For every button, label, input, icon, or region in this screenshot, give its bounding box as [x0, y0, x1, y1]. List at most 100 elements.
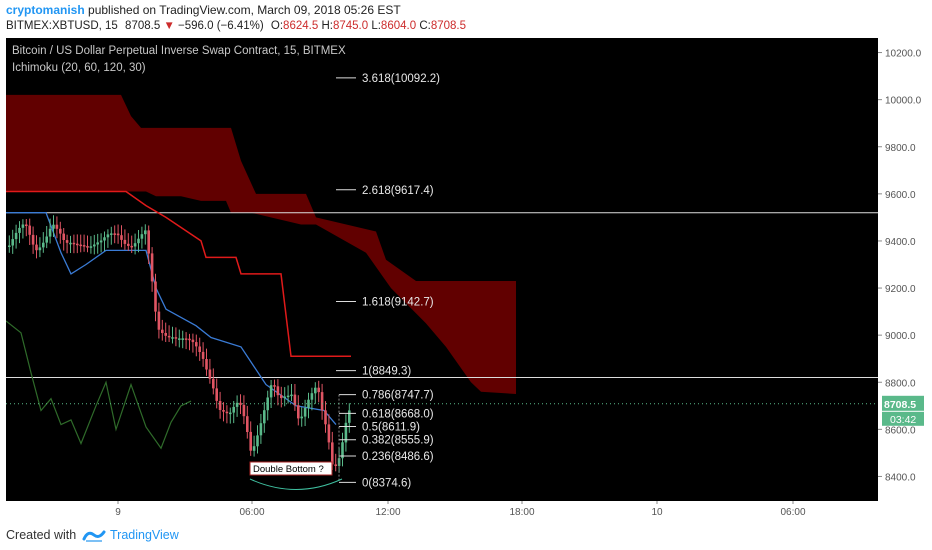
fib-level-label: 2.618(9617.4) [362, 185, 434, 197]
fib-level-label: 0.618(8668.0) [362, 408, 434, 420]
candle [334, 464, 337, 466]
candle [290, 394, 293, 397]
horizontal-lines [6, 212, 878, 379]
candle [184, 338, 188, 340]
candle [62, 233, 65, 240]
candle [82, 245, 86, 247]
candle [314, 387, 317, 394]
candle [317, 387, 320, 393]
candle [276, 386, 280, 396]
chart-panel[interactable]: 3.618(10092.2) 2.618(9617.4) 1.618(9142.7)… [5, 38, 926, 520]
time-tick-label: 06:00 [239, 507, 264, 518]
indicator-legend[interactable]: Ichimoku (20, 60, 120, 30) [12, 62, 146, 74]
cloud-area [6, 94, 516, 395]
candle [249, 431, 252, 451]
candle [174, 337, 178, 339]
candle [89, 246, 93, 248]
price-tick-label: 9400.0 [885, 237, 916, 248]
candle [79, 244, 82, 247]
tradingview-brand-link[interactable]: TradingView [110, 528, 179, 542]
low-label: L: [371, 20, 381, 32]
candle [164, 333, 167, 336]
candle [239, 402, 242, 405]
candle [72, 242, 76, 245]
time-tick-label: 9 [115, 507, 121, 518]
candle [11, 239, 14, 246]
time-tick-label: 10 [651, 507, 663, 518]
candle [188, 338, 191, 341]
annotation-label: Double Bottom ? [253, 464, 324, 475]
candle [123, 239, 127, 244]
publish-info: cryptomanish published on TradingView.co… [6, 3, 401, 17]
candles [8, 215, 351, 473]
author-link[interactable]: cryptomanish [6, 3, 85, 17]
candle [201, 351, 205, 359]
candle [252, 446, 256, 451]
base-line [6, 190, 351, 358]
candle [99, 240, 103, 243]
candle [140, 234, 144, 239]
candle [31, 234, 35, 245]
chart-canvas[interactable]: 3.618(10092.2) 2.618(9617.4) 1.618(9142.7)… [5, 38, 926, 520]
tradingview-logo-icon[interactable] [82, 527, 106, 543]
candle [14, 232, 18, 240]
candle [195, 342, 198, 347]
candle [191, 339, 195, 343]
candle [331, 442, 334, 465]
price-tick-label: 9000.0 [885, 331, 916, 342]
candle [171, 337, 174, 339]
price-tick-label: 8800.0 [885, 378, 916, 389]
candle [293, 394, 297, 406]
published-text: published on TradingView.com, March 09, … [84, 3, 401, 17]
candle [327, 424, 331, 443]
change-down-icon: ▼ [163, 20, 175, 32]
annotation-box [249, 461, 333, 476]
candle [150, 253, 154, 282]
time-axis [6, 501, 878, 520]
candle [106, 234, 110, 238]
candle [45, 236, 48, 243]
price-axis [878, 38, 926, 520]
footer: Created with TradingView [0, 520, 932, 550]
time-tick-label: 18:00 [509, 507, 534, 518]
symbol-quote-line: BITMEX:XBTUSD, 15 8708.5 ▼ −596.0 (−6.41… [6, 20, 466, 32]
candle [259, 423, 263, 436]
candle [242, 404, 246, 417]
candle [232, 406, 235, 413]
price-tick-label: 8600.0 [885, 425, 916, 436]
chart-header: cryptomanish published on TradingView.co… [0, 0, 932, 38]
lagging-span-line [5, 320, 192, 450]
candle [300, 416, 303, 419]
candle [208, 369, 212, 379]
candle [198, 346, 201, 352]
ichimoku-cloud [6, 94, 516, 395]
candle [133, 243, 137, 247]
time-tick-label: 12:00 [375, 507, 400, 518]
open-label: O: [270, 20, 284, 32]
candle [8, 245, 11, 247]
price-tick-label: 9600.0 [885, 190, 916, 201]
candle [222, 410, 225, 412]
candle [229, 412, 232, 415]
candle [103, 237, 106, 241]
price-tick-label: 10200.0 [885, 49, 922, 60]
candle [161, 329, 164, 333]
candle [130, 245, 133, 248]
fib-level-label: 0.786(8747.7) [362, 390, 434, 402]
candle [127, 243, 130, 246]
candle [38, 247, 42, 251]
chart-title: Bitcoin / US Dollar Perpetual Inverse Sw… [12, 45, 346, 57]
candle [25, 224, 28, 226]
candle [35, 244, 38, 251]
candle [215, 388, 218, 401]
candle [52, 224, 55, 229]
close-value: 8708.5 [430, 20, 466, 32]
candle [28, 225, 31, 235]
candle [218, 401, 222, 410]
open-value: 8624.5 [283, 20, 319, 32]
fib-level-label: 0.5(8611.9) [362, 422, 420, 434]
created-with-text: Created with [6, 528, 77, 542]
candle [93, 244, 96, 247]
candle [144, 230, 147, 235]
candle [96, 242, 99, 245]
